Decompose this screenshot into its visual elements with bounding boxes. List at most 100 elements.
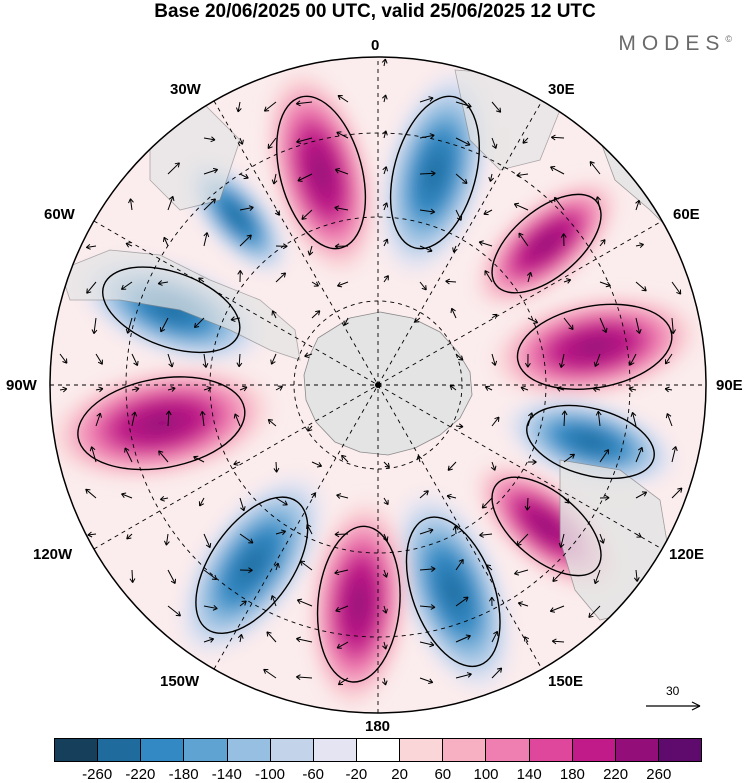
wind-arrow <box>203 198 216 211</box>
wind-arrow-head <box>488 176 495 182</box>
wind-arrow <box>95 388 104 391</box>
wind-arrow <box>635 200 640 211</box>
wind-arrow <box>599 317 607 333</box>
wind-arrow-head <box>478 240 484 246</box>
wind-arrow-head <box>524 505 531 511</box>
wind-arrow-head <box>280 529 286 536</box>
wind-arrow <box>271 595 277 607</box>
wind-arrow <box>483 209 493 215</box>
wind-arrow <box>296 638 313 643</box>
wind-arrow <box>383 497 389 505</box>
wind-arrow-head <box>568 324 574 331</box>
colorbar-tick-label: -100 <box>254 766 286 783</box>
wind-arrow <box>383 605 387 614</box>
wind-arrow <box>479 241 493 247</box>
wind-arrow-head <box>672 446 678 452</box>
wind-arrow-head <box>381 58 388 64</box>
wind-arrow <box>563 453 575 463</box>
wind-arrow-head <box>602 327 608 333</box>
wind-arrow <box>552 569 565 582</box>
wind-arrow-head <box>496 667 503 673</box>
wind-arrow <box>455 209 462 221</box>
wind-arrow-head <box>282 500 288 506</box>
wind-arrow <box>514 569 529 575</box>
wind-arrow <box>275 272 286 283</box>
wind-arrow-head <box>595 410 602 416</box>
wind-arrow <box>599 239 606 247</box>
lon-label-90w: 90W <box>6 377 37 394</box>
wind-arrow-head <box>341 454 347 461</box>
wind-arrow-head <box>343 320 349 326</box>
wind-arrow <box>95 412 101 427</box>
wind-arrow-head <box>62 386 68 393</box>
wind-arrow <box>419 568 436 571</box>
wind-arrow-head <box>528 412 534 418</box>
wind-arrow-head <box>85 244 91 250</box>
wind-arrow <box>563 317 574 330</box>
wind-arrow <box>59 388 67 391</box>
wind-arrow <box>203 638 214 643</box>
wind-arrow-head <box>125 328 132 334</box>
wind-arrow <box>455 353 464 361</box>
wind-arrow <box>275 209 280 216</box>
wind-arrow-head <box>490 465 497 471</box>
reference-vector: 30 <box>640 684 710 714</box>
wind-arrow <box>167 353 173 368</box>
wind-arrow <box>491 313 498 319</box>
wind-arrow <box>527 317 538 324</box>
wind-arrow <box>263 668 277 679</box>
wind-arrow-head <box>382 572 389 578</box>
contour-line <box>77 376 246 471</box>
wind-arrow-head <box>306 523 312 530</box>
wind-arrow-head <box>131 411 138 417</box>
wind-arrow <box>264 101 277 112</box>
wind-arrow <box>267 137 277 149</box>
wind-arrow <box>167 387 176 391</box>
wind-arrow-head <box>243 173 249 180</box>
wind-arrow-head <box>336 643 342 649</box>
wind-arrow <box>455 559 464 571</box>
wind-arrow <box>599 449 609 463</box>
wind-arrow-head <box>559 362 565 368</box>
wind-arrow-head <box>664 359 670 365</box>
wind-arrow <box>203 353 207 368</box>
wind-arrow-head <box>237 633 244 639</box>
contour-line <box>405 516 501 668</box>
colorbar-swatch <box>98 739 142 761</box>
wind-arrow <box>126 533 133 540</box>
wind-arrow-head <box>641 491 648 497</box>
wind-arrow <box>203 387 212 391</box>
wind-arrow-head <box>532 318 539 324</box>
wind-arrow-head <box>133 360 139 367</box>
wind-arrow <box>334 569 349 574</box>
wind-arrow <box>239 386 248 391</box>
wind-arrow-head <box>198 277 204 283</box>
lon-label-60e: 60E <box>673 206 700 223</box>
wind-arrow-head <box>493 630 499 637</box>
wind-arrow <box>516 533 529 546</box>
wind-arrow <box>665 388 673 391</box>
wind-arrow-head <box>210 198 216 204</box>
south-pole-marker <box>375 382 381 388</box>
wind-arrow <box>518 602 529 607</box>
wind-arrow <box>514 203 529 211</box>
colorbar-swatch <box>356 739 401 761</box>
wind-arrow-head <box>168 362 174 368</box>
wind-arrow <box>199 497 205 507</box>
wind-arrow-head <box>246 234 252 240</box>
contour-line <box>316 525 401 683</box>
wind-arrow <box>635 281 647 292</box>
wind-arrow-head <box>296 636 301 643</box>
wind-arrow-head <box>630 411 637 417</box>
lon-label-90e: 90E <box>716 377 743 394</box>
wind-arrow-head <box>174 162 180 168</box>
wind-arrow-head <box>592 386 598 392</box>
wind-arrow-head <box>98 386 104 393</box>
wind-arrow-head <box>558 542 565 548</box>
wind-arrow <box>592 387 601 391</box>
wind-arrow <box>95 353 103 365</box>
wind-arrow <box>266 631 277 643</box>
wind-arrow <box>484 270 493 283</box>
wind-arrow <box>489 173 493 182</box>
wind-arrow-head <box>263 668 269 674</box>
